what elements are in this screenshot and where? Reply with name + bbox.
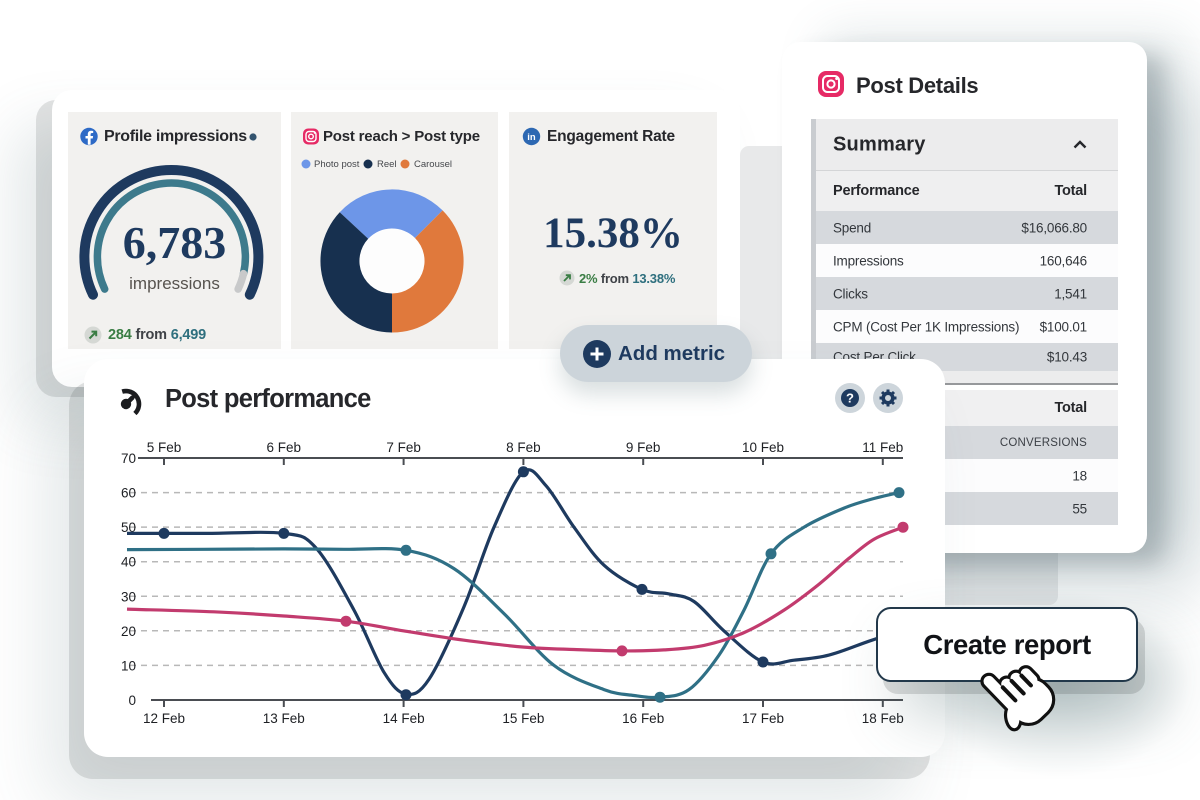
svg-text:70: 70 [121,451,136,466]
svg-text:7 Feb: 7 Feb [386,440,421,455]
svg-text:6 Feb: 6 Feb [267,440,302,455]
svg-text:5 Feb: 5 Feb [147,440,182,455]
svg-text:in: in [527,132,536,143]
svg-text:50: 50 [121,520,136,535]
svg-text:16 Feb: 16 Feb [622,711,664,726]
svg-text:10: 10 [121,658,136,673]
svg-text:8 Feb: 8 Feb [506,440,541,455]
svg-text:10 Feb: 10 Feb [742,440,784,455]
svg-text:18 Feb: 18 Feb [862,711,904,726]
svg-text:12 Feb: 12 Feb [143,711,185,726]
svg-text:30: 30 [121,589,136,604]
svg-text:0: 0 [128,693,136,708]
svg-text:?: ? [846,391,854,406]
svg-text:17 Feb: 17 Feb [742,711,784,726]
svg-text:9 Feb: 9 Feb [626,440,661,455]
svg-text:11 Feb: 11 Feb [862,440,903,455]
svg-text:14 Feb: 14 Feb [383,711,425,726]
svg-text:15 Feb: 15 Feb [502,711,544,726]
svg-text:20: 20 [121,624,136,639]
svg-text:60: 60 [121,486,136,501]
svg-text:13 Feb: 13 Feb [263,711,305,726]
svg-text:40: 40 [121,555,136,570]
